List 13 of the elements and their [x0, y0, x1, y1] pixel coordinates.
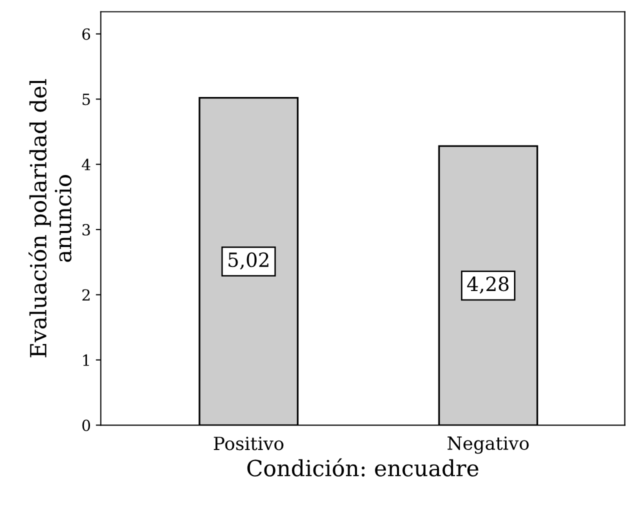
y-tick-label: 2	[82, 289, 90, 301]
y-tick-label: 3	[82, 224, 90, 236]
x-tick-label: Negativo	[448, 436, 529, 454]
x-tick-label: Positivo	[214, 436, 284, 450]
data-label: 5,02	[228, 252, 268, 270]
y-tick-label: 4	[82, 158, 90, 170]
y-axis-title: Evaluación polaridad del anuncio	[28, 79, 72, 358]
x-axis-title: Condición: encuadre	[247, 458, 478, 476]
y-tick-label: 0	[82, 420, 90, 432]
data-label: 4,28	[467, 276, 509, 294]
y-tick-label: 6	[82, 28, 90, 40]
y-tick-label: 1	[83, 354, 89, 366]
y-tick-label: 5	[82, 94, 90, 106]
